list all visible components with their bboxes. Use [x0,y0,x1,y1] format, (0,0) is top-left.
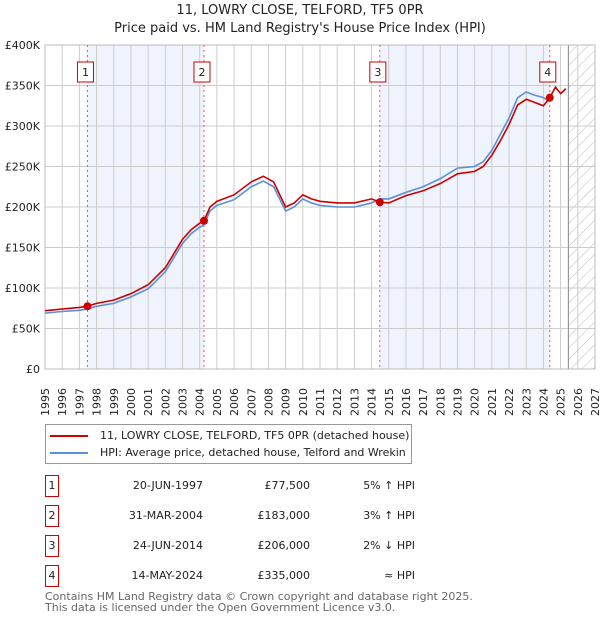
x-tick-label: 2008 [262,388,275,416]
x-tick-label: 2012 [331,388,344,416]
chart-title: 11, LOWRY CLOSE, TELFORD, TF5 0PR [176,3,424,18]
legend-item-hpi: HPI: Average price, detached house, Telf… [50,446,406,459]
x-tick-label: 2011 [314,388,327,416]
x-tick-label: 2007 [245,388,258,416]
x-tick-label: 1997 [73,388,86,416]
x-tick-label: 2016 [400,388,413,416]
x-tick-label: 2024 [537,388,550,416]
x-tick-label: 2009 [280,388,293,416]
legend: 11, LOWRY CLOSE, TELFORD, TF5 0PR (detac… [45,424,412,464]
table-row: 4 14-MAY-2024 £335,000 ≈ HPI [45,565,445,587]
legend-item-property: 11, LOWRY CLOSE, TELFORD, TF5 0PR (detac… [50,429,409,442]
sale-price: £183,000 [257,509,311,522]
legend-swatch-red [50,434,88,437]
sale-date: 14-MAY-2024 [131,569,203,582]
x-tick-label: 2015 [383,388,396,416]
property-price-line [44,85,567,312]
x-tick-label: 1995 [39,388,52,416]
legend-swatch-blue [50,451,88,454]
sale-marker-box [539,61,557,83]
sale-marker-badge: 1 [45,475,59,497]
table-row: 2 31-MAR-2004 £183,000 3% ↑ HPI [45,505,445,527]
sale-marker-label: 1 [82,66,89,79]
chart-subtitle: Price paid vs. HM Land Registry's House … [114,21,486,36]
x-tick-label: 2010 [297,388,310,416]
legend-label: 11, LOWRY CLOSE, TELFORD, TF5 0PR (detac… [100,429,410,442]
hpi-comparison: ≈ HPI [384,569,415,582]
y-tick-label: £50K [12,323,41,336]
x-tick-label: 2013 [348,388,361,416]
sale-marker-box [76,61,94,83]
x-tick-label: 1996 [56,388,69,416]
sale-marker-label: 4 [544,66,551,79]
hpi-comparison: 3% ↑ HPI [363,509,415,522]
y-tick-label: £0 [26,363,40,376]
y-tick-label: £400K [5,39,41,52]
sale-marker-badge: 4 [45,565,59,587]
y-tick-label: £150K [5,242,41,255]
sale-marker-label: 3 [374,66,381,79]
sale-date: 31-MAR-2004 [128,509,203,522]
sale-point [83,302,92,311]
sale-marker-box [369,61,387,83]
x-tick-label: 2020 [469,388,482,416]
footer-copyright: Contains HM Land Registry data © Crown c… [45,590,473,603]
sale-date: 24-JUN-2014 [132,539,203,552]
sale-date: 20-JUN-1997 [132,479,203,492]
x-tick-label: 2005 [211,388,224,416]
x-tick-label: 2017 [417,388,430,416]
x-tick-label: 2025 [555,388,568,416]
sale-marker-box [193,61,211,83]
table-row: 1 20-JUN-1997 £77,500 5% ↑ HPI [45,475,445,497]
sale-marker-badge: 3 [45,535,59,557]
x-tick-label: 1998 [91,388,104,416]
sale-price: £77,500 [264,479,311,492]
x-tick-label: 2022 [503,388,516,416]
sale-marker-label: 2 [198,66,205,79]
sale-point [199,216,208,225]
x-tick-label: 2026 [572,388,585,416]
x-tick-label: 2027 [589,388,600,416]
sale-marker-badge: 2 [45,505,59,527]
y-tick-label: £200K [5,201,41,214]
y-tick-label: £100K [5,282,41,295]
x-tick-label: 1999 [108,388,121,416]
x-tick-label: 2002 [159,388,172,416]
x-tick-label: 2003 [177,388,190,416]
hpi-line [44,91,551,314]
x-tick-label: 2001 [142,388,155,416]
x-tick-label: 2018 [434,388,447,416]
sale-price: £335,000 [257,569,311,582]
footer-licence: This data is licensed under the Open Gov… [45,601,396,614]
x-tick-label: 2004 [194,388,207,416]
legend-label: HPI: Average price, detached house, Telf… [100,446,406,459]
sale-point [545,93,554,102]
price-chart: 1995 1996 1997 1998 1999 2000 2001 2002 2003 2004… [5,39,600,416]
hpi-comparison: 5% ↑ HPI [363,479,415,492]
plot-border [44,44,596,370]
y-tick-label: £300K [5,120,41,133]
sale-point [375,198,384,207]
table-row: 3 24-JUN-2014 £206,000 2% ↓ HPI [45,535,445,557]
x-tick-label: 2014 [366,388,379,416]
sale-price: £206,000 [257,539,311,552]
x-tick-label: 2023 [520,388,533,416]
x-tick-label: 2019 [452,388,465,416]
hpi-comparison: 2% ↓ HPI [363,539,415,552]
x-tick-label: 2021 [486,388,499,416]
y-tick-label: £250K [5,161,41,174]
y-tick-label: £350K [5,80,41,93]
x-tick-label: 2000 [125,388,138,416]
footer: Contains HM Land Registry data © Crown c… [45,591,473,613]
x-tick-label: 2006 [228,388,241,416]
